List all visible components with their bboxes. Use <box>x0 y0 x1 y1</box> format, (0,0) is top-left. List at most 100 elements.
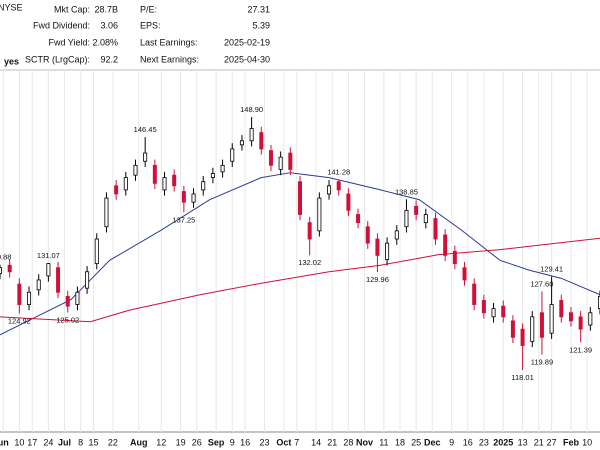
candle-body <box>578 316 583 330</box>
x-tick-label: 18 <box>395 437 405 447</box>
x-tick-label: 14 <box>311 437 321 447</box>
candle-body <box>501 305 506 318</box>
candle-body <box>230 148 235 162</box>
x-tick-label: un <box>0 437 9 447</box>
x-tick-label: 17 <box>27 437 37 447</box>
moving-average-line <box>0 237 600 323</box>
price-annotation: 127.60 <box>530 279 553 288</box>
candle-body <box>307 222 312 240</box>
candle-body <box>598 295 600 310</box>
candle-body <box>472 283 477 305</box>
candle-body <box>414 205 419 215</box>
candle-body <box>181 191 186 203</box>
x-tick-label: 12 <box>156 437 166 447</box>
candle-body <box>0 267 3 274</box>
candle-body <box>143 152 148 162</box>
candle-body <box>539 312 544 338</box>
x-tick-label: Feb <box>563 437 580 447</box>
price-annotation: 118.01 <box>511 373 533 382</box>
info-label: Next Earnings: <box>140 54 199 64</box>
price-annotation: 131.07 <box>37 251 60 260</box>
period-label: yes <box>4 56 19 66</box>
info-value: 5.39 <box>252 20 270 30</box>
candle-body <box>278 156 283 170</box>
price-annotation: 129.96 <box>366 275 389 284</box>
x-tick-label: 24 <box>43 437 53 447</box>
x-tick-label: 21 <box>534 437 544 447</box>
candle-body <box>46 263 51 277</box>
candle-body <box>549 304 554 334</box>
candle-body <box>288 152 293 170</box>
price-annotation: 125.02 <box>56 316 79 325</box>
candle-body <box>404 209 409 228</box>
candle-body <box>17 283 22 305</box>
candle-body <box>123 177 128 191</box>
price-annotation: 137.25 <box>172 215 195 224</box>
moving-average-line <box>0 172 600 336</box>
price-annotation: 129.41 <box>540 265 563 274</box>
candle-body <box>239 140 244 146</box>
candle-body <box>588 312 593 326</box>
candle-body <box>317 197 322 232</box>
candle-body <box>259 132 264 150</box>
candle-body <box>365 226 370 244</box>
candle-body <box>56 267 61 293</box>
info-value: 2025-02-19 <box>224 37 270 47</box>
candle-body <box>394 230 399 240</box>
price-annotation: 130.88 <box>0 253 11 262</box>
candle-body <box>433 218 438 240</box>
candle-body <box>191 193 196 203</box>
info-value: 2025-04-30 <box>224 54 270 64</box>
x-tick-label: 22 <box>108 437 118 447</box>
candle-body <box>114 185 119 195</box>
candle-body <box>75 291 80 305</box>
x-tick-label: 11 <box>379 437 388 447</box>
x-tick-label: 8 <box>78 437 83 447</box>
x-tick-label: 2025 <box>493 437 513 447</box>
x-tick-label: 27 <box>547 437 557 447</box>
candle-body <box>568 312 573 322</box>
x-tick-label: 25 <box>411 437 421 447</box>
x-tick-label: 23 <box>260 437 270 447</box>
info-label: Mkt Cap: <box>54 4 90 14</box>
info-label: P/E: <box>140 4 157 14</box>
info-label: Fwd Dividend: <box>33 20 90 30</box>
candle-body <box>443 234 448 256</box>
x-tick-label: 7 <box>294 437 299 447</box>
candle-body <box>327 185 332 195</box>
candle-body <box>510 320 515 338</box>
candle-body <box>423 214 428 224</box>
info-label: Last Earnings: <box>140 37 198 47</box>
x-tick-label: 15 <box>89 437 99 447</box>
candle-body <box>346 193 351 211</box>
candle-body <box>356 214 361 224</box>
candle-body <box>85 271 90 289</box>
price-annotation: 138.85 <box>395 187 418 196</box>
candle-body <box>152 164 157 184</box>
candle-body <box>385 242 390 260</box>
candle-body <box>133 164 138 176</box>
candle-body <box>462 267 467 281</box>
candle-body <box>65 295 70 307</box>
candle-body <box>520 328 525 346</box>
candle-body <box>336 181 341 191</box>
price-annotation: 132.02 <box>298 258 321 267</box>
x-tick-label: Aug <box>130 437 148 447</box>
x-tick-label: 23 <box>479 437 489 447</box>
info-label: Fwd Yield: <box>48 37 90 47</box>
x-tick-label: Oct <box>276 437 291 447</box>
candle-body <box>7 264 12 273</box>
x-tick-label: 19 <box>176 437 186 447</box>
candle-body <box>559 300 564 318</box>
x-tick-label: 13 <box>518 437 528 447</box>
candle-body <box>27 291 32 305</box>
candle-body <box>201 181 206 191</box>
candle-body <box>162 177 167 191</box>
info-label: EPS: <box>140 20 161 30</box>
x-tick-label: 28 <box>343 437 353 447</box>
x-tick-label: 9 <box>230 437 235 447</box>
candle-body <box>36 279 41 291</box>
candle-body <box>452 250 457 264</box>
price-annotation: 141.28 <box>327 167 350 176</box>
